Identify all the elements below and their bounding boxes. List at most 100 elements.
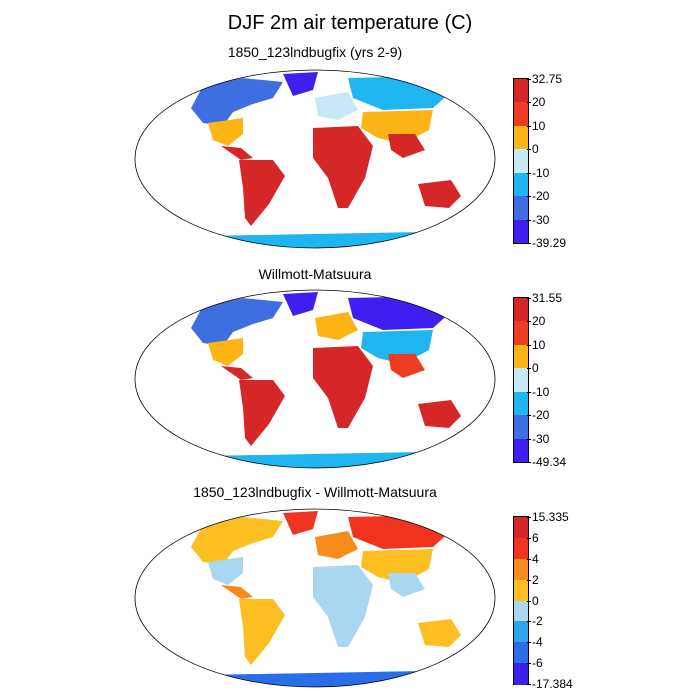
colorbar-tick	[527, 219, 531, 221]
colorbar-label: -30	[532, 431, 550, 446]
colorbar-label: 0	[532, 142, 539, 157]
south-america-region	[239, 380, 285, 446]
south-asia-region	[388, 573, 425, 597]
colorbar-segment	[514, 621, 528, 643]
colorbar-segment	[514, 558, 528, 581]
colorbar-tick	[527, 102, 531, 104]
colorbar-tick	[527, 438, 531, 440]
colorbar-label: -20	[532, 189, 550, 204]
colorbar-tick	[527, 642, 531, 644]
colorbar-tick	[527, 537, 531, 539]
colorbar-label: -49.34	[532, 455, 567, 469]
colorbar-tick	[527, 321, 531, 323]
south-asia-region	[388, 354, 425, 378]
north-america-region	[191, 517, 283, 565]
europe-region	[315, 92, 358, 120]
europe-region	[315, 312, 358, 340]
australia-region	[418, 180, 461, 208]
south-america-region	[239, 599, 285, 665]
australia-region	[418, 400, 461, 428]
colorbar-label: 0	[532, 361, 539, 376]
colorbar-label: 15.335	[532, 510, 569, 524]
colorbar-segment	[514, 196, 528, 221]
colorbar-tick	[527, 243, 531, 244]
colorbar-label: 10	[532, 118, 546, 133]
colorbar-segment	[514, 579, 528, 601]
colorbar-tick	[527, 621, 531, 623]
colorbar-label: 6	[532, 530, 539, 545]
colorbar-tick	[527, 391, 531, 393]
colorbar-tick	[527, 462, 531, 463]
central-america-region	[221, 585, 253, 599]
colorbar-segment	[514, 415, 528, 440]
map-panel-observations	[134, 289, 496, 469]
colorbar-label: -39.29	[532, 236, 567, 250]
colorbar-segment	[514, 663, 528, 685]
colorbar-label: 20	[532, 95, 546, 110]
colorbar-segment	[514, 600, 528, 622]
colorbar-label: -10	[532, 165, 550, 180]
asia-north-region	[348, 296, 453, 330]
colorbar-label: 20	[532, 314, 546, 329]
north-america-region	[191, 78, 283, 126]
europe-region	[315, 531, 358, 559]
colorbar-label: -30	[532, 212, 550, 227]
colorbar-label: 2	[532, 572, 539, 587]
colorbar-difference	[513, 516, 529, 685]
panel-title-model: 1850_123lndbugfix (yrs 2-9)	[227, 44, 403, 60]
colorbar-label: -10	[532, 384, 550, 399]
colorbar-model	[513, 78, 529, 244]
asia-north-region	[348, 76, 453, 110]
colorbar-tick	[527, 517, 531, 518]
south-america-region	[239, 160, 285, 226]
australia-region	[418, 619, 461, 647]
colorbar-label: 4	[532, 551, 539, 566]
map-panel-model	[134, 69, 496, 249]
colorbar-tick	[527, 684, 531, 685]
colorbar-tick	[527, 579, 531, 581]
asia-north-region	[348, 515, 453, 549]
colorbar-label: -6	[532, 656, 543, 671]
antarctica-region	[193, 452, 433, 468]
colorbar-segment	[514, 368, 528, 393]
africa-region	[313, 346, 373, 428]
figure-title: DJF 2m air temperature (C)	[227, 12, 473, 34]
greenland-region	[283, 511, 318, 535]
colorbar-segment	[514, 149, 528, 174]
north-america-south-region	[208, 338, 243, 366]
colorbar-label: 0	[532, 593, 539, 608]
colorbar-segment	[514, 537, 528, 560]
colorbar-tick	[527, 344, 531, 346]
colorbar-tick	[527, 196, 531, 198]
colorbar-tick	[527, 415, 531, 417]
panel-title-observations: Willmott-Matsuura	[258, 266, 372, 282]
panel-title-difference: 1850_123lndbugfix - Willmott-Matsuura	[193, 484, 437, 500]
colorbar-segment	[514, 172, 528, 197]
colorbar-observations	[513, 297, 529, 463]
colorbar-label: -2	[532, 614, 543, 629]
colorbar-label: 32.75	[532, 72, 563, 86]
colorbar-segment	[514, 391, 528, 416]
colorbar-segment	[514, 517, 528, 539]
central-america-region	[221, 146, 253, 160]
colorbar-tick	[527, 79, 531, 80]
south-asia-region	[388, 134, 425, 158]
antarctica-region	[193, 232, 433, 248]
colorbar-tick	[527, 172, 531, 174]
colorbar-segment	[514, 642, 528, 664]
antarctica-region	[193, 671, 433, 687]
map-panel-difference	[134, 508, 496, 688]
colorbar-tick	[527, 368, 531, 370]
colorbar-segment	[514, 102, 528, 127]
greenland-region	[283, 292, 318, 316]
colorbar-label: -17.384	[532, 677, 573, 691]
north-america-south-region	[208, 557, 243, 585]
africa-region	[313, 126, 373, 208]
colorbar-tick	[527, 663, 531, 665]
colorbar-tick	[527, 558, 531, 560]
central-america-region	[221, 366, 253, 380]
colorbar-segment	[514, 219, 528, 244]
north-america-south-region	[208, 118, 243, 146]
colorbar-tick	[527, 600, 531, 602]
colorbar-segment	[514, 79, 528, 103]
